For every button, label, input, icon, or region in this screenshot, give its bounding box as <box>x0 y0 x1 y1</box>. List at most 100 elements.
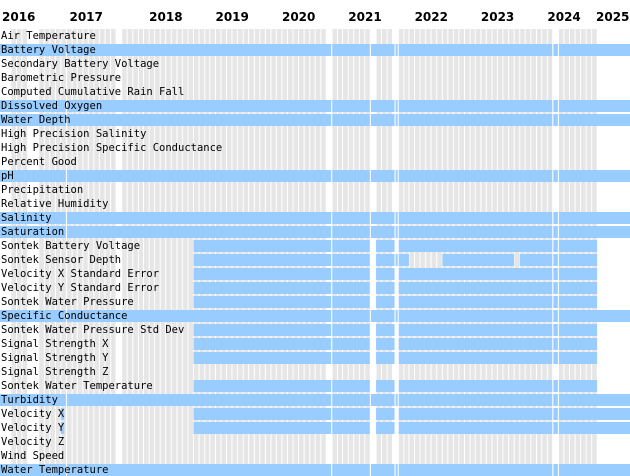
background-month-cell <box>453 29 459 476</box>
data-period-bar <box>0 464 332 476</box>
row-label: Signal Strength Z <box>1 366 109 378</box>
row-label: Battery Voltage <box>1 44 96 56</box>
background-month-cell <box>420 29 426 476</box>
row-label: Sontek Sensor Depth <box>1 254 122 266</box>
data-period-bar <box>331 254 371 266</box>
data-period-bar <box>376 100 396 112</box>
data-period-bar <box>331 394 371 406</box>
data-period-bar <box>60 408 65 420</box>
data-period-bar <box>331 338 371 350</box>
background-month-cell <box>254 29 260 476</box>
data-period-bar <box>398 114 553 126</box>
background-month-cell <box>408 29 415 476</box>
row-label: Barometric Pressure <box>1 72 122 84</box>
background-month-cell <box>82 29 89 476</box>
year-tick-label: 2024 <box>547 10 581 24</box>
data-period-bar <box>558 212 630 224</box>
data-period-bar <box>398 380 598 392</box>
data-period-bar <box>398 310 553 322</box>
row-label: Air Temperature <box>1 30 96 42</box>
data-period-bar <box>193 268 332 280</box>
row-label: Sontek Battery Voltage <box>1 240 141 252</box>
data-period-bar <box>331 100 371 112</box>
data-period-bar <box>331 380 371 392</box>
year-tick-label: 2023 <box>480 10 515 24</box>
row-label: Sontek Water Temperature <box>1 380 153 392</box>
row-label: Velocity X <box>1 408 65 420</box>
data-period-bar <box>398 422 630 434</box>
data-period-bar <box>398 394 553 406</box>
background-month-cell <box>508 29 515 476</box>
data-period-bar <box>331 170 371 182</box>
data-period-bar <box>558 226 630 238</box>
row-label: Salinity <box>1 212 52 224</box>
background-month-cell <box>55 29 61 476</box>
background-month-cell <box>398 29 404 476</box>
data-period-bar <box>558 394 630 406</box>
data-period-bar <box>0 394 332 406</box>
background-month-cell <box>165 29 172 476</box>
background-month-cell <box>315 29 321 476</box>
year-tick-label: 2016 <box>2 10 36 24</box>
background-month-cell <box>320 29 327 476</box>
bar-seam-group <box>65 29 560 476</box>
background-month-cell <box>265 29 272 476</box>
background-month-cell <box>353 29 360 476</box>
data-period-bar <box>376 212 396 224</box>
data-period-bar <box>558 44 630 56</box>
data-period-bar <box>376 408 396 420</box>
background-month-cell <box>77 29 83 476</box>
data-period-bar <box>0 114 56 126</box>
background-month-cell <box>304 29 310 476</box>
background-month-cell <box>458 29 465 476</box>
background-month-cell <box>519 29 526 476</box>
background-month-cell <box>364 29 371 476</box>
data-period-bar <box>0 226 56 238</box>
data-period-bar <box>398 240 598 252</box>
row-label: Turbidity <box>1 394 58 406</box>
data-period-bar <box>193 422 332 434</box>
background-month-cell <box>563 29 570 476</box>
background-month-cell <box>231 29 238 476</box>
background-month-cell <box>530 29 537 476</box>
background-month-cell <box>259 29 266 476</box>
background-month-cell <box>287 29 294 476</box>
data-period-bar <box>398 338 598 350</box>
data-period-bar <box>398 296 598 308</box>
row-label: Sontek Water Pressure <box>1 296 134 308</box>
data-period-bar <box>376 226 396 238</box>
row-label: High Precision Specific Conductance <box>1 142 223 154</box>
background-month-cell <box>44 29 50 476</box>
year-tick-label: 2018 <box>149 10 183 24</box>
background-month-cell <box>491 29 498 476</box>
background-month-cell <box>387 29 393 476</box>
data-period-bar <box>558 170 630 182</box>
data-period-bar <box>0 310 56 322</box>
background-month-cell <box>105 29 111 476</box>
background-month-cell <box>331 29 338 476</box>
data-period-bar <box>376 422 396 434</box>
background-month-cell <box>547 29 553 476</box>
data-period-bar <box>376 170 396 182</box>
data-period-bar <box>558 310 630 322</box>
data-period-bar <box>398 170 553 182</box>
data-period-bar <box>398 100 553 112</box>
background-month-cell <box>381 29 388 476</box>
data-period-bar <box>0 212 56 224</box>
data-period-bar <box>193 338 332 350</box>
rows-group <box>0 44 630 476</box>
background-month-cell <box>149 29 155 476</box>
data-period-bar <box>376 352 396 364</box>
background-month-cell <box>209 29 216 476</box>
background-month-cell <box>60 29 67 476</box>
background-month-cell <box>72 29 78 476</box>
data-period-bar <box>398 226 553 238</box>
background-month-cell <box>403 29 409 476</box>
year-tick-label: 2022 <box>414 10 448 24</box>
data-period-bar <box>0 100 332 112</box>
data-period-bar <box>193 408 332 420</box>
data-period-bar <box>376 394 396 406</box>
data-period-bar <box>60 422 65 434</box>
